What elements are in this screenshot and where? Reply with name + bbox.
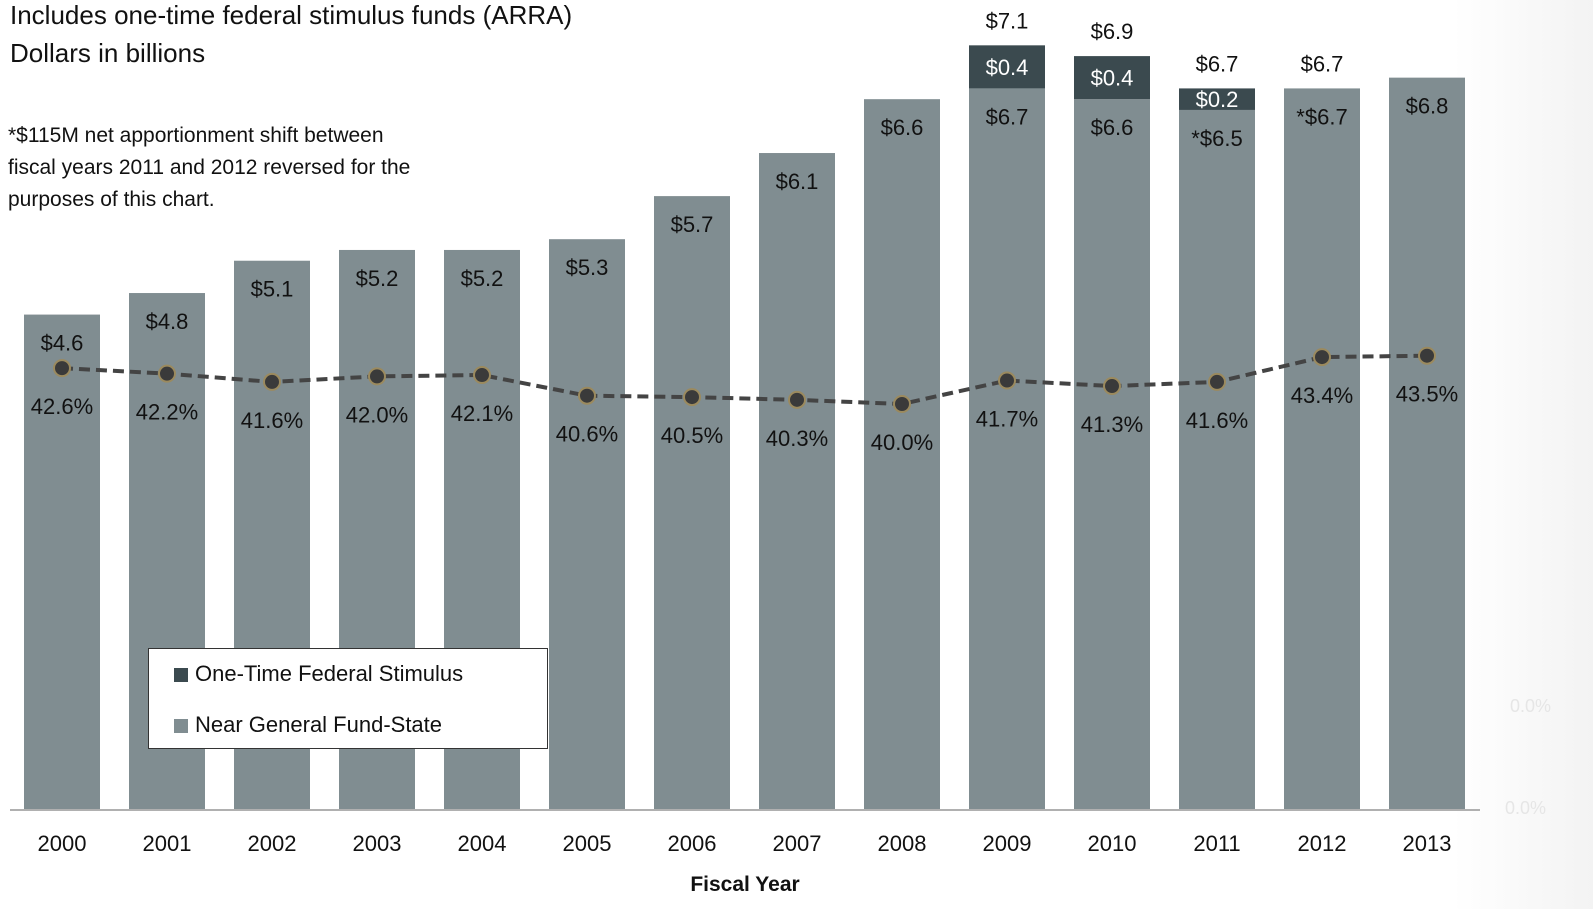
percent-marker-2004 [473, 366, 491, 385]
percent-marker-2008 [893, 395, 911, 413]
x-tick-label-2007: 2007 [773, 831, 822, 856]
data-label-near-gf-2006: $5.7 [671, 212, 714, 237]
x-tick-label-2010: 2010 [1088, 831, 1137, 856]
x-tick-label-2002: 2002 [248, 831, 297, 856]
percent-marker-2001 [158, 364, 176, 383]
percent-label-2006: 40.5% [661, 423, 723, 448]
percent-marker-2003 [368, 367, 386, 386]
bar-near-gf-2006 [654, 196, 730, 811]
data-label-total-2009: $7.1 [986, 8, 1029, 33]
data-label-near-gf-2005: $5.3 [566, 255, 609, 280]
data-label-near-gf-2000: $4.6 [41, 331, 84, 356]
percent-label-2003: 42.0% [346, 402, 408, 427]
x-tick-label-2000: 2000 [38, 831, 87, 856]
percent-marker-2009 [998, 371, 1016, 390]
percent-marker-2010 [1103, 377, 1121, 396]
percent-marker-2002 [263, 372, 281, 391]
percent-line-layer [53, 346, 1436, 413]
percent-marker-2012 [1313, 348, 1331, 367]
bar-near-gf-2007 [759, 153, 835, 810]
percent-marker-2007 [788, 390, 806, 409]
data-label-near-gf-2007: $6.1 [776, 169, 819, 194]
faint-axis-tick: 0.0% [1510, 696, 1552, 716]
bar-near-gf-2010 [1074, 99, 1150, 811]
legend-label-stimulus: One-Time Federal Stimulus [195, 661, 464, 686]
x-tick-label-2009: 2009 [983, 831, 1032, 856]
data-label-near-gf-2013: $6.8 [1406, 94, 1449, 119]
x-axis-title: Fiscal Year [690, 873, 799, 896]
footnote-line-3: purposes of this chart. [8, 188, 215, 211]
data-label-near-gf-2008: $6.6 [881, 115, 924, 140]
legend-item-near-gf: Near General Fund-State [174, 712, 443, 738]
data-label-near-gf-2002: $5.1 [251, 277, 294, 302]
x-tick-label-2004: 2004 [458, 831, 507, 856]
bar-near-gf-2013 [1389, 77, 1465, 810]
x-tick-label-2012: 2012 [1298, 831, 1347, 856]
percent-label-2001: 42.2% [136, 400, 198, 425]
x-tick-labels: 2000 2001 2002 2003 2004 2005 2006 2007 2008 2009… [38, 831, 1452, 856]
bar-stimulus-2011 [1179, 88, 1255, 110]
data-label-near-gf-2012: *$6.7 [1296, 104, 1347, 129]
data-label-total-2012: $6.7 [1301, 51, 1344, 76]
legend-item-stimulus: One-Time Federal Stimulus [174, 661, 464, 687]
percent-line [61, 353, 1428, 407]
percent-label-2008: 40.0% [871, 430, 933, 455]
data-label-stimulus-2011: $0.2 [1196, 87, 1239, 112]
data-label-near-gf-2009: $6.7 [986, 104, 1029, 129]
x-tick-label-2003: 2003 [353, 831, 402, 856]
data-label-near-gf-2004: $5.2 [461, 266, 504, 291]
x-tick-label-2001: 2001 [143, 831, 192, 856]
data-label-stimulus-2009: $0.4 [986, 55, 1029, 80]
percent-label-2002: 41.6% [241, 408, 303, 433]
data-label-stimulus-2010: $0.4 [1091, 66, 1134, 91]
chart-subtitle-units: Dollars in billions [10, 38, 206, 68]
bar-near-gf-2000 [24, 314, 100, 810]
percent-label-2013: 43.5% [1396, 382, 1458, 407]
data-label-near-gf-2001: $4.8 [146, 309, 189, 334]
faint-axis-tick: 0.0% [1505, 798, 1547, 818]
background-gradient [1453, 0, 1593, 909]
legend-swatch-stimulus [174, 668, 188, 682]
bar-near-gf-2008 [864, 99, 940, 811]
bar-stimulus-2010 [1074, 56, 1150, 100]
percent-marker-2011 [1208, 372, 1226, 391]
percent-label-2000: 42.6% [31, 394, 93, 419]
labels-layer: $4.6 $4.8 $5.1 $5.2 $5.2 $5.3 $5.7 $6.1 $6.6 $0.4… [31, 8, 1458, 455]
x-tick-label-2006: 2006 [668, 831, 717, 856]
legend-label-near-gf: Near General Fund-State [195, 712, 443, 737]
percent-marker-2000 [53, 359, 71, 378]
percent-label-2009: 41.7% [976, 407, 1038, 432]
percent-label-2007: 40.3% [766, 426, 828, 451]
x-tick-label-2005: 2005 [563, 831, 612, 856]
bar-near-gf-2009 [969, 88, 1045, 810]
x-tick-label-2011: 2011 [1193, 831, 1240, 856]
data-label-total-2010: $6.9 [1091, 19, 1134, 44]
x-tick-label-2008: 2008 [878, 831, 927, 856]
bar-near-gf-2012 [1284, 88, 1360, 810]
data-label-near-gf-2003: $5.2 [356, 266, 399, 291]
legend: One-Time Federal Stimulus Near General F… [148, 648, 548, 749]
bar-near-gf-2005 [549, 239, 625, 810]
percent-marker-2006 [683, 388, 701, 407]
x-tick-label-2013: 2013 [1403, 831, 1452, 856]
percent-marker-2013 [1418, 346, 1436, 365]
bar-stimulus-2009 [969, 45, 1045, 89]
data-label-near-gf-2010: $6.6 [1091, 115, 1134, 140]
data-label-total-2011: $6.7 [1196, 51, 1239, 76]
footnote-line-1: *$115M net apportionment shift between [8, 124, 384, 147]
data-label-near-gf-2011: *$6.5 [1191, 126, 1242, 151]
legend-swatch-near-gf [174, 719, 188, 733]
percent-label-2011: 41.6% [1186, 408, 1248, 433]
bar-near-gf-2011 [1179, 109, 1255, 810]
percent-marker-2005 [578, 386, 596, 405]
percent-label-2005: 40.6% [556, 422, 618, 447]
chart-subtitle-arra: Includes one-time federal stimulus funds… [10, 0, 573, 30]
footnote: *$115M net apportionment shift between f… [8, 120, 488, 216]
percent-label-2012: 43.4% [1291, 383, 1353, 408]
percent-label-2004: 42.1% [451, 401, 513, 426]
percent-label-2010: 41.3% [1081, 412, 1143, 437]
footnote-line-2: fiscal years 2011 and 2012 reversed for … [8, 156, 411, 179]
